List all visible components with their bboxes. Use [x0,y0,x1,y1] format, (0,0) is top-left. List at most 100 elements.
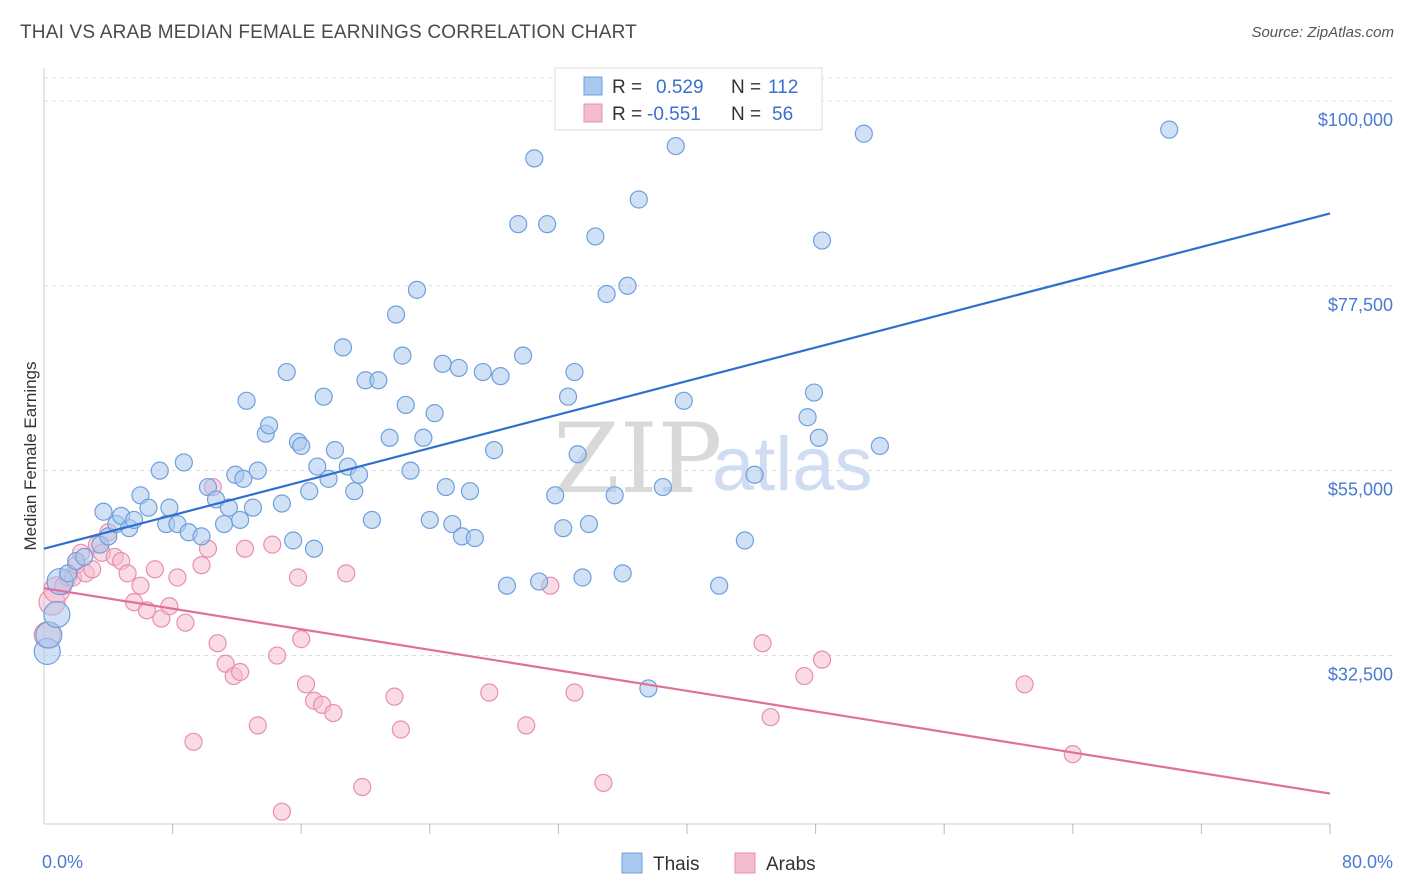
y-tick-label: $77,500 [1328,295,1393,315]
thais-point [653,477,672,497]
arab-n-label: N = [731,104,761,125]
arab-r-value: -0.551 [647,104,701,125]
thais-point [214,514,234,534]
thais-point [284,531,303,550]
thais-point [618,276,637,295]
thais-point [473,362,492,382]
arabs-point [517,716,536,735]
thais-point [460,482,480,501]
thais-point [854,124,873,143]
arabs-point [184,732,203,751]
thais-point [597,284,616,304]
thais-point [272,494,292,513]
arab-r-label: R = [612,104,642,125]
arabs-point [263,535,282,554]
thais-point [449,358,468,378]
y-tick-label: $32,500 [1328,665,1393,685]
arabs-point [292,630,311,649]
arabs-point [594,773,613,793]
thais-point [192,527,211,546]
thais-point [639,679,658,698]
thais-point [554,519,573,538]
series-legend: Thais Arabs [621,852,816,875]
thais-point [325,441,345,460]
thais-point [219,498,238,517]
thais-point [558,387,578,406]
arabs-point [565,683,584,702]
stats-legend: R = 0.529 N = 112 R = -0.551 N = 56 [554,67,823,131]
chart-title: THAI VS ARAB MEDIAN FEMALE EARNINGS CORR… [20,22,637,43]
thais-point [666,136,685,156]
thais-point [292,436,311,456]
thais-point [497,576,517,595]
thais-point [436,477,455,497]
thais-point [509,215,528,234]
thais-point [150,461,169,480]
x-tick-labels: 0.0% 80.0% [42,852,1393,872]
thais-point [369,371,388,390]
thais-legend-label: Thais [653,854,699,875]
thais-point [414,428,433,447]
thais-point [362,510,382,530]
thais-point [94,502,113,521]
arabs-point [192,556,211,575]
thais-point [237,391,256,410]
arabs-point [231,662,250,682]
arabs-point [131,576,150,595]
thais-point [798,408,817,427]
thais-point [300,482,319,501]
thais-point [43,600,71,629]
thais-point [1160,120,1179,139]
thai-n-value: 112 [768,77,798,98]
arabs-point [288,568,308,587]
arabs-point [753,634,772,653]
thais-point [333,338,353,357]
arabs-point [118,564,137,583]
axes [43,68,1331,834]
arab-legend-swatch [583,103,603,123]
thais-point [401,461,420,480]
arabs-point [385,687,404,706]
arabs-point [324,703,343,723]
thais-point [485,441,504,460]
thais-point [530,572,549,591]
thais-point [870,436,890,456]
thais-point [804,383,824,402]
arabs-point [145,560,165,579]
thais-point [139,498,158,517]
thais-point [565,362,584,382]
arabs-point [296,675,316,694]
thais-point [605,486,624,505]
thais-point [546,486,565,505]
thais-point [425,404,444,423]
thais-point [75,547,94,567]
thais-point [407,280,427,299]
x-tick-label-min: 0.0% [42,852,83,872]
watermark-atlas: atlas [712,422,873,507]
arabs-legend-label: Arabs [766,854,816,875]
arabs-point [480,683,499,702]
thais-point [629,190,648,209]
arabs-point [168,568,187,587]
thais-point [420,510,439,530]
arabs-point [248,716,267,735]
thais-point [396,395,415,415]
thais-point [579,514,599,534]
y-tick-label: $100,000 [1318,110,1393,130]
arabs-point [761,708,780,727]
arab-n-value: 56 [772,104,793,125]
thais-point [386,305,406,324]
thais-point [314,387,333,406]
thais-point [380,428,399,447]
thais-point [304,539,324,558]
arabs-point [795,666,814,686]
thais-point [174,453,193,472]
y-tick-labels: $32,500 $55,000 $77,500 $100,000 [1318,110,1393,685]
y-axis-label: Median Female Earnings [21,362,40,551]
thai-trend-line [43,212,1331,550]
thais-point [277,362,296,382]
thai-points [33,120,1179,698]
x-tick-label-max: 80.0% [1342,852,1393,872]
arabs-point [267,646,287,665]
thais-point [248,461,267,480]
